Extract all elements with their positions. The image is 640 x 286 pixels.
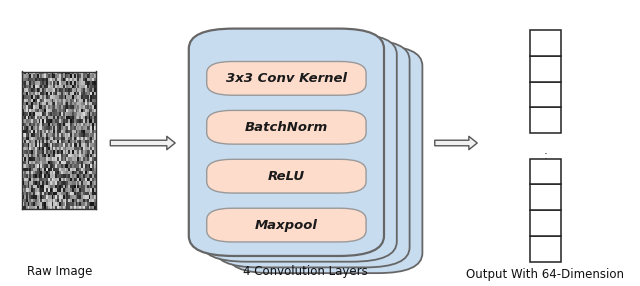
Bar	[530, 107, 561, 133]
FancyBboxPatch shape	[207, 159, 366, 193]
Text: .: .	[543, 155, 547, 168]
FancyBboxPatch shape	[207, 110, 366, 144]
Text: ReLU: ReLU	[268, 170, 305, 183]
Text: .: .	[543, 144, 547, 157]
FancyBboxPatch shape	[202, 34, 397, 262]
Bar	[530, 210, 561, 236]
Text: 3x3 Conv Kernel: 3x3 Conv Kernel	[226, 72, 347, 85]
Bar	[530, 236, 561, 262]
Text: Output With 64-Dimension: Output With 64-Dimension	[467, 268, 624, 281]
FancyBboxPatch shape	[189, 29, 384, 256]
FancyBboxPatch shape	[227, 46, 422, 273]
Text: Maxpool: Maxpool	[255, 219, 318, 232]
Text: Raw Image: Raw Image	[26, 265, 92, 278]
Bar	[530, 56, 561, 82]
FancyBboxPatch shape	[214, 40, 410, 267]
FancyBboxPatch shape	[207, 208, 366, 242]
Bar	[530, 184, 561, 210]
Bar	[530, 159, 561, 184]
Bar	[530, 30, 561, 56]
Text: .: .	[543, 149, 547, 162]
FancyBboxPatch shape	[207, 61, 366, 95]
Text: BatchNorm: BatchNorm	[244, 121, 328, 134]
Text: 4 Convolution Layers: 4 Convolution Layers	[243, 265, 368, 278]
Bar	[530, 82, 561, 107]
